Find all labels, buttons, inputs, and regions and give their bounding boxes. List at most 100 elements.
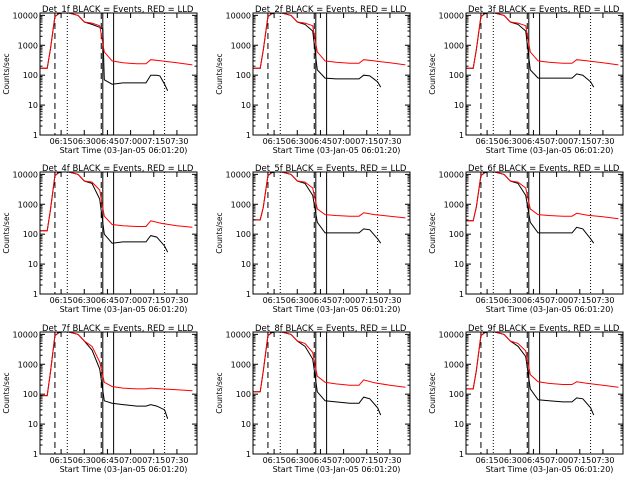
x-tick-label: 06:30 bbox=[73, 296, 96, 305]
plot-frame bbox=[252, 171, 411, 295]
x-tick-label: 07:00 bbox=[332, 456, 355, 465]
x-tick-label: 06:30 bbox=[286, 456, 309, 465]
x-tick-label: 06:45 bbox=[96, 456, 119, 465]
y-axis-label: Counts/sec bbox=[215, 212, 224, 253]
x-tick-label: 06:15 bbox=[263, 456, 286, 465]
x-tick-label: 07:00 bbox=[119, 456, 142, 465]
panel-title: Det_4f BLACK = Events, RED = LLD bbox=[42, 164, 194, 174]
x-tick-label: 06:15 bbox=[476, 296, 499, 305]
y-tick-label: 100 bbox=[449, 230, 464, 239]
y-axis-label: Counts/sec bbox=[428, 212, 437, 253]
x-tick-label: 07:15 bbox=[568, 296, 591, 305]
x-tick-label: 07:00 bbox=[332, 296, 355, 305]
plot-frame bbox=[465, 171, 624, 295]
y-tick-label: 10 bbox=[241, 420, 251, 429]
y-tick-label: 100 bbox=[236, 390, 251, 399]
y-tick-label: 1000 bbox=[231, 200, 251, 209]
lld-rate-line bbox=[466, 332, 619, 390]
y-tick-label: 10000 bbox=[439, 330, 464, 339]
y-tick-label: 1000 bbox=[231, 41, 251, 50]
detector-panel-4: 1 10 100 1000 10000 06:15 06:30 06:45 07:00 07:15… bbox=[2, 164, 198, 314]
lld-rate-line bbox=[253, 172, 406, 221]
y-tick-label: 1000 bbox=[18, 360, 38, 369]
x-tick-label: 06:45 bbox=[522, 296, 545, 305]
x-tick-label: 06:30 bbox=[499, 296, 522, 305]
x-axis-label: Start Time (03-Jan-05 06:01:20) bbox=[60, 305, 188, 314]
x-tick-label: 07:30 bbox=[165, 296, 188, 305]
y-axis-label: Counts/sec bbox=[2, 53, 11, 94]
lld-rate-line bbox=[40, 172, 193, 232]
y-tick-label: 1 bbox=[459, 131, 464, 140]
y-axis-label: Counts/sec bbox=[2, 212, 11, 253]
y-axis-label: Counts/sec bbox=[2, 372, 11, 413]
x-tick-label: 06:30 bbox=[73, 137, 96, 146]
x-axis-label: Start Time (03-Jan-05 06:01:20) bbox=[486, 146, 614, 155]
y-tick-label: 1000 bbox=[444, 360, 464, 369]
x-axis-label: Start Time (03-Jan-05 06:01:20) bbox=[60, 465, 188, 474]
x-tick-label: 06:15 bbox=[263, 296, 286, 305]
y-tick-label: 10 bbox=[28, 420, 38, 429]
x-tick-label: 06:15 bbox=[50, 137, 73, 146]
x-tick-label: 07:00 bbox=[545, 137, 568, 146]
y-tick-label: 10000 bbox=[439, 11, 464, 20]
x-tick-label: 06:15 bbox=[476, 137, 499, 146]
y-tick-label: 100 bbox=[23, 230, 38, 239]
panel-title: Det_2f BLACK = Events, RED = LLD bbox=[255, 5, 407, 15]
x-axis-label: Start Time (03-Jan-05 06:01:20) bbox=[273, 305, 401, 314]
y-tick-label: 10 bbox=[241, 101, 251, 110]
x-tick-label: 07:30 bbox=[591, 137, 614, 146]
panel-title: Det_3f BLACK = Events, RED = LLD bbox=[468, 5, 620, 15]
y-tick-label: 10000 bbox=[226, 330, 251, 339]
y-tick-label: 10 bbox=[454, 420, 464, 429]
detector-panel-2: 1 10 100 1000 10000 06:15 06:30 06:45 07:00 07:15… bbox=[215, 5, 411, 155]
y-tick-label: 10000 bbox=[226, 170, 251, 179]
detector-panel-6: 1 10 100 1000 10000 06:15 06:30 06:45 07:00 07:15… bbox=[428, 164, 624, 314]
y-tick-label: 100 bbox=[449, 390, 464, 399]
x-tick-label: 07:15 bbox=[142, 296, 165, 305]
x-tick-label: 06:45 bbox=[96, 296, 119, 305]
x-tick-label: 07:30 bbox=[165, 456, 188, 465]
x-tick-label: 07:30 bbox=[378, 137, 401, 146]
x-tick-label: 06:45 bbox=[309, 456, 332, 465]
panel-title: Det_6f BLACK = Events, RED = LLD bbox=[468, 164, 620, 174]
x-tick-label: 07:15 bbox=[142, 137, 165, 146]
plot-frame bbox=[39, 331, 198, 455]
y-tick-label: 1 bbox=[246, 450, 251, 459]
y-tick-label: 10000 bbox=[13, 170, 38, 179]
x-tick-label: 07:00 bbox=[119, 137, 142, 146]
y-tick-label: 100 bbox=[449, 71, 464, 80]
y-tick-label: 1 bbox=[33, 450, 38, 459]
x-axis-label: Start Time (03-Jan-05 06:01:20) bbox=[273, 146, 401, 155]
x-axis-label: Start Time (03-Jan-05 06:01:20) bbox=[486, 465, 614, 474]
lld-rate-line bbox=[253, 332, 406, 393]
y-tick-label: 1 bbox=[33, 131, 38, 140]
y-tick-label: 1 bbox=[459, 290, 464, 299]
y-tick-label: 1000 bbox=[18, 200, 38, 209]
x-tick-label: 07:15 bbox=[355, 456, 378, 465]
plot-frame bbox=[252, 331, 411, 455]
lld-rate-line bbox=[253, 13, 406, 69]
lld-rate-line bbox=[40, 13, 193, 69]
x-tick-label: 07:15 bbox=[142, 456, 165, 465]
y-tick-label: 1 bbox=[246, 290, 251, 299]
detector-panel-8: 1 10 100 1000 10000 06:15 06:30 06:45 07:00 07:15… bbox=[215, 324, 411, 474]
detector-panel-9: 1 10 100 1000 10000 06:15 06:30 06:45 07:00 07:15… bbox=[428, 324, 624, 474]
x-tick-label: 06:30 bbox=[286, 137, 309, 146]
panel-title: Det_5f BLACK = Events, RED = LLD bbox=[255, 164, 407, 174]
x-tick-label: 07:15 bbox=[355, 296, 378, 305]
x-tick-label: 06:30 bbox=[499, 456, 522, 465]
plot-frame bbox=[252, 12, 411, 136]
events-rate-line bbox=[40, 332, 169, 419]
x-tick-label: 07:00 bbox=[119, 296, 142, 305]
y-tick-label: 100 bbox=[236, 71, 251, 80]
x-tick-label: 06:30 bbox=[499, 137, 522, 146]
x-tick-label: 07:00 bbox=[545, 296, 568, 305]
y-tick-label: 10 bbox=[28, 101, 38, 110]
y-axis-label: Counts/sec bbox=[428, 53, 437, 94]
x-tick-label: 07:00 bbox=[545, 456, 568, 465]
y-tick-label: 10 bbox=[28, 260, 38, 269]
y-tick-label: 1 bbox=[459, 450, 464, 459]
y-axis-label: Counts/sec bbox=[215, 53, 224, 94]
detector-panel-1: 1 10 100 1000 10000 06:15 06:30 06:45 07:00 07:15… bbox=[2, 5, 198, 155]
y-tick-label: 10 bbox=[454, 260, 464, 269]
